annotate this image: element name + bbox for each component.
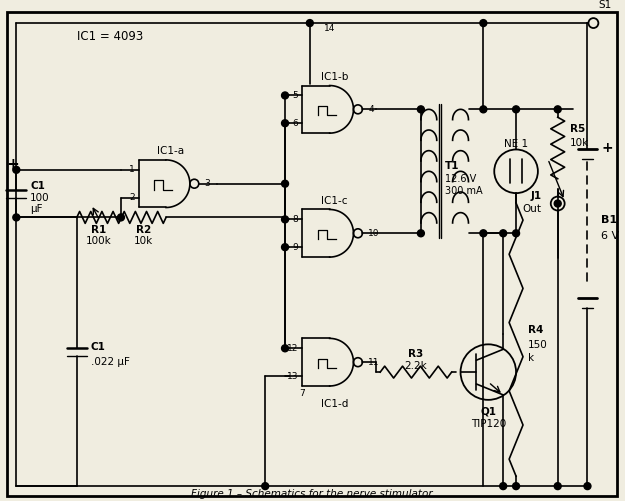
Text: C1: C1 — [30, 181, 45, 191]
Text: 4: 4 — [368, 105, 374, 114]
Circle shape — [262, 482, 269, 489]
Text: Q1: Q1 — [480, 407, 496, 417]
Circle shape — [418, 106, 424, 113]
Text: 14: 14 — [324, 24, 336, 33]
Text: 9: 9 — [292, 242, 298, 252]
Circle shape — [584, 482, 591, 489]
Circle shape — [500, 482, 507, 489]
Circle shape — [13, 166, 20, 173]
Text: 3: 3 — [205, 179, 211, 188]
Text: 5: 5 — [292, 91, 298, 100]
Text: C1: C1 — [91, 342, 106, 352]
Text: .022 μF: .022 μF — [91, 357, 129, 367]
Text: IC1-c: IC1-c — [321, 195, 348, 205]
Circle shape — [480, 20, 487, 27]
Text: 12.6 V: 12.6 V — [444, 174, 476, 184]
Text: Figure 1 – Schematics for the nerve stimulator: Figure 1 – Schematics for the nerve stim… — [191, 489, 432, 499]
Text: T1: T1 — [444, 161, 459, 171]
FancyBboxPatch shape — [8, 12, 618, 496]
Text: TIP120: TIP120 — [471, 419, 506, 429]
Circle shape — [418, 230, 424, 237]
Text: IC1-b: IC1-b — [321, 72, 348, 82]
Circle shape — [554, 200, 561, 207]
Circle shape — [282, 120, 289, 127]
Circle shape — [282, 243, 289, 250]
Circle shape — [13, 214, 20, 221]
Text: IC1-d: IC1-d — [321, 399, 348, 409]
Text: S1: S1 — [598, 0, 612, 10]
Text: Out: Out — [523, 204, 542, 214]
Text: +: + — [601, 141, 613, 155]
Text: B1: B1 — [601, 215, 618, 225]
Text: 8: 8 — [292, 215, 298, 224]
Text: 300 mA: 300 mA — [444, 186, 483, 196]
Circle shape — [512, 482, 519, 489]
Text: R4: R4 — [528, 325, 543, 335]
Text: 13: 13 — [287, 372, 298, 381]
Circle shape — [480, 230, 487, 237]
Text: 100: 100 — [30, 192, 50, 202]
Circle shape — [480, 106, 487, 113]
Text: 6: 6 — [292, 119, 298, 128]
Circle shape — [554, 106, 561, 113]
Text: 2.2k: 2.2k — [404, 361, 428, 371]
Text: 10: 10 — [368, 229, 380, 238]
Text: 100k: 100k — [86, 236, 112, 246]
Text: 6 V: 6 V — [601, 231, 619, 241]
Text: R5: R5 — [569, 124, 585, 134]
Text: 150: 150 — [528, 340, 548, 350]
Text: 10k: 10k — [569, 138, 589, 148]
Circle shape — [512, 230, 519, 237]
Text: NE 1: NE 1 — [504, 139, 528, 148]
Text: 2: 2 — [129, 193, 135, 202]
Circle shape — [118, 214, 124, 221]
Text: 11: 11 — [368, 358, 380, 367]
Text: 1: 1 — [129, 165, 135, 174]
Circle shape — [282, 216, 289, 223]
Text: 12: 12 — [287, 344, 298, 353]
Text: 7: 7 — [299, 389, 305, 398]
Text: IC1 = 4093: IC1 = 4093 — [77, 30, 143, 43]
Text: IC1-a: IC1-a — [158, 146, 184, 156]
Text: k: k — [528, 354, 534, 363]
Circle shape — [306, 20, 313, 27]
Text: +: + — [6, 157, 19, 172]
Text: R3: R3 — [408, 349, 424, 359]
Circle shape — [282, 180, 289, 187]
Circle shape — [512, 106, 519, 113]
Text: R2: R2 — [136, 225, 151, 235]
Circle shape — [282, 92, 289, 99]
Text: J1: J1 — [531, 190, 542, 200]
Circle shape — [554, 482, 561, 489]
Circle shape — [500, 230, 507, 237]
Text: R1: R1 — [91, 225, 107, 235]
Text: μF: μF — [30, 204, 42, 214]
Circle shape — [282, 345, 289, 352]
Text: 10k: 10k — [134, 236, 153, 246]
